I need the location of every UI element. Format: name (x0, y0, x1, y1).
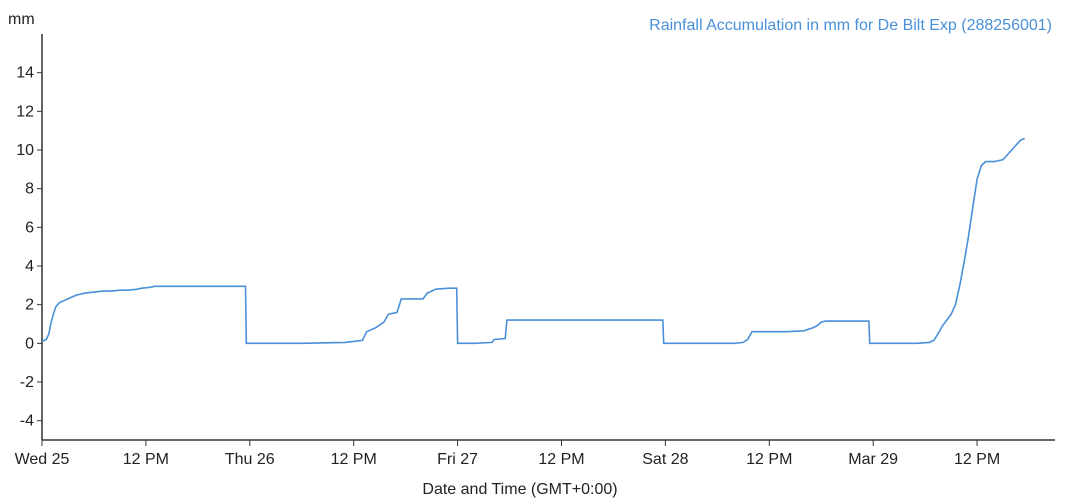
x-tick-label: Mar 29 (848, 451, 898, 468)
y-tick-label: -2 (20, 374, 34, 391)
x-tick-label: 12 PM (746, 451, 792, 468)
y-tick-label: -4 (20, 413, 34, 430)
chart-title: Rainfall Accumulation in mm for De Bilt … (649, 17, 1052, 34)
y-axis-unit: mm (8, 11, 35, 28)
y-tick-label: 6 (25, 219, 34, 236)
x-axis-title: Date and Time (GMT+0:00) (422, 481, 617, 498)
x-tick-label: 12 PM (538, 451, 584, 468)
y-tick-label: 4 (25, 258, 34, 275)
y-tick-label: 12 (16, 103, 34, 120)
series-line-rainfall (41, 137, 1026, 345)
x-tick-label: Fri 27 (437, 451, 478, 468)
y-axis-ticks: -4 -2 0 2 4 6 8 10 12 14 (16, 65, 42, 430)
y-tick-label: 14 (16, 65, 34, 82)
x-tick-label: Sat 28 (642, 451, 688, 468)
y-tick-label: 2 (25, 297, 34, 314)
x-tick-label: Thu 26 (225, 451, 275, 468)
x-tick-label: 12 PM (954, 451, 1000, 468)
y-tick-label: 0 (25, 335, 34, 352)
x-axis-ticks: Wed 25 12 PM Thu 26 12 PM Fri 27 12 PM Sat 28 1… (15, 440, 1000, 468)
y-tick-label: 10 (16, 142, 34, 159)
x-tick-label: Wed 25 (15, 451, 70, 468)
x-tick-label: 12 PM (331, 451, 377, 468)
y-tick-label: 8 (25, 181, 34, 198)
x-tick-label: 12 PM (123, 451, 169, 468)
